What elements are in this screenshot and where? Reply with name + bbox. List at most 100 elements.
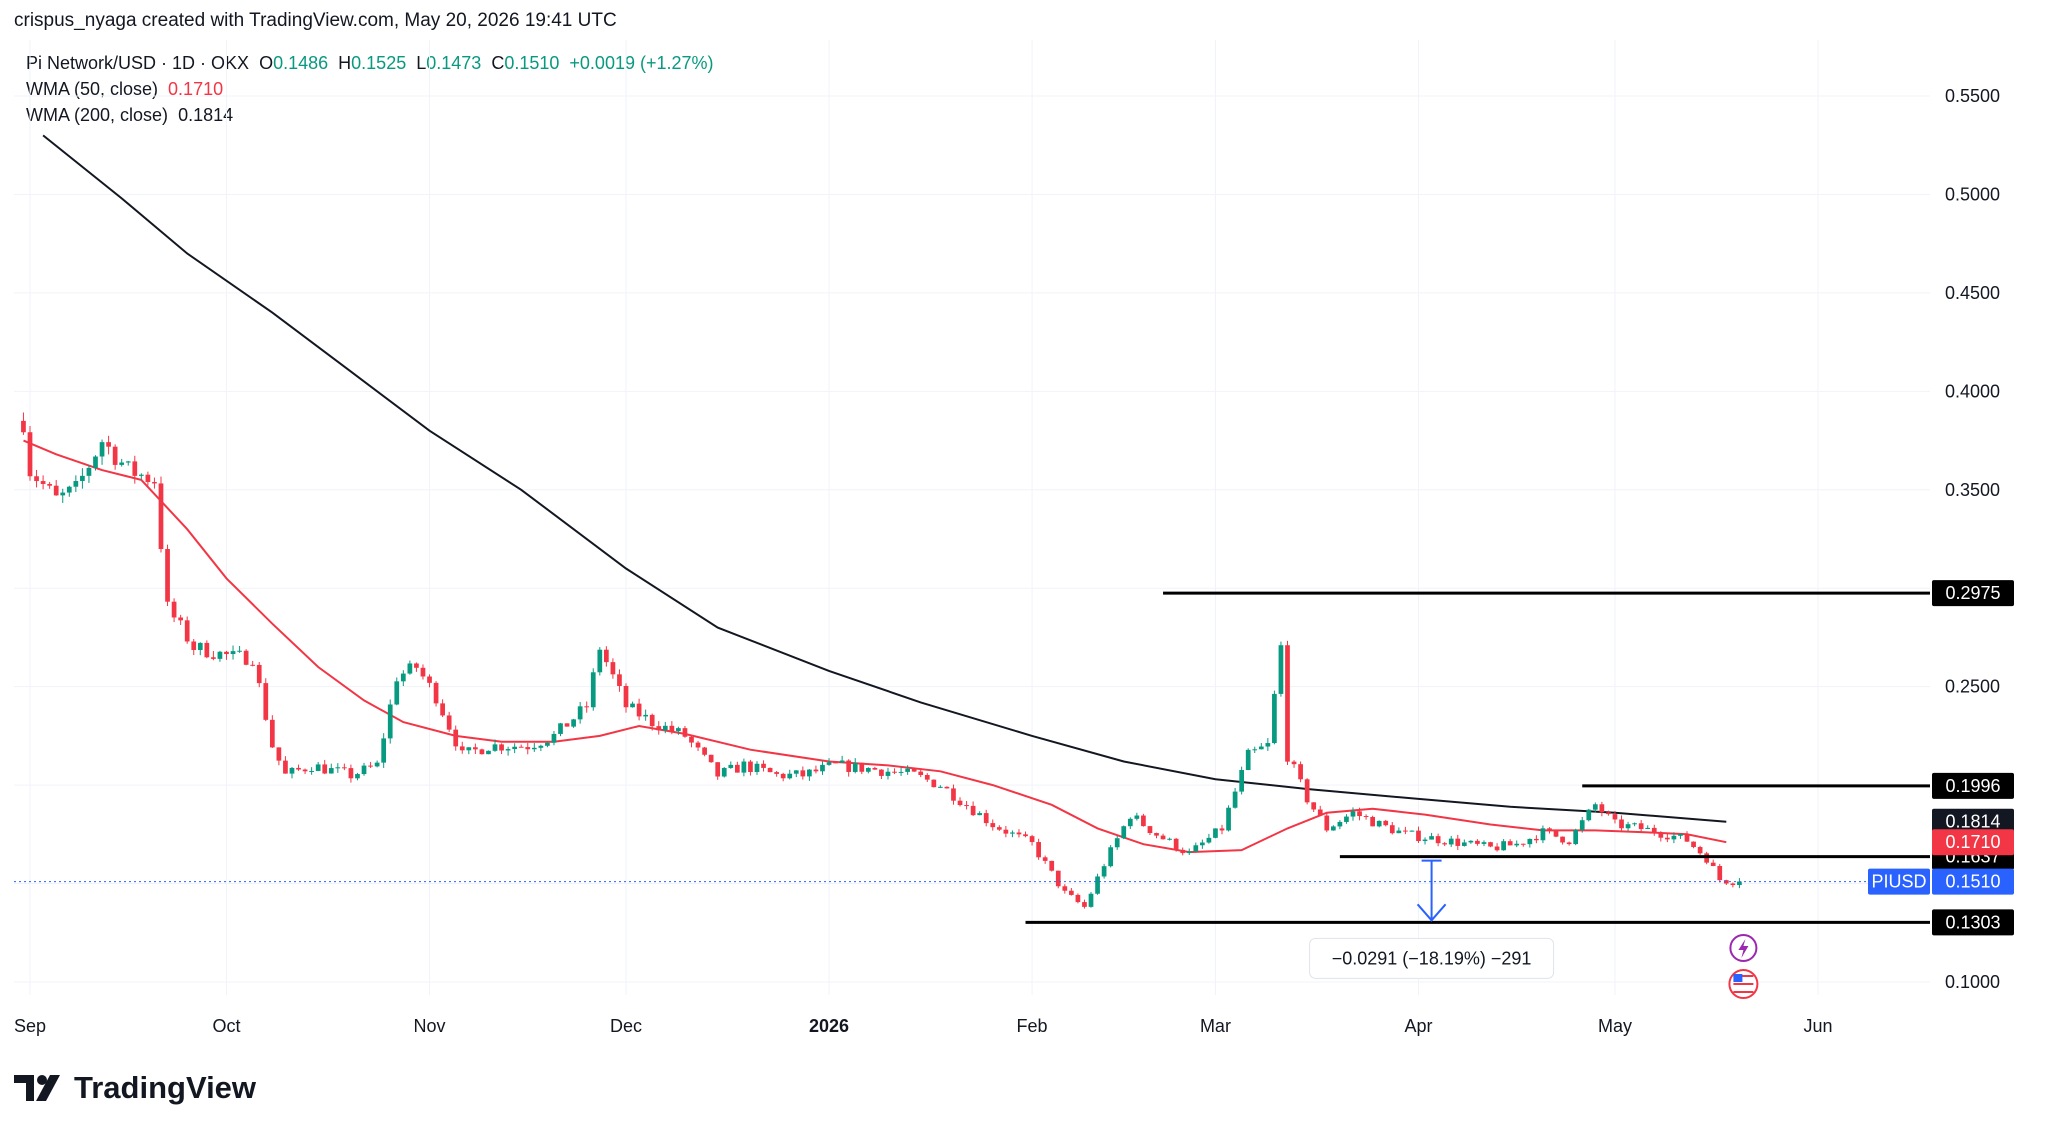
candle-body [957, 800, 963, 806]
candle-body [328, 768, 334, 774]
candle-body [466, 747, 472, 751]
candle-body [761, 763, 766, 768]
candle-body [1723, 880, 1729, 884]
candle-body [165, 549, 170, 602]
tradingview-brand[interactable]: TradingView [14, 1070, 256, 1106]
candle-body [780, 773, 786, 779]
flag-icon-canton [1733, 974, 1743, 982]
candle-body [1350, 811, 1356, 817]
candle-body [414, 663, 419, 668]
legend-wma200-row[interactable]: WMA (200, close) 0.1814 [26, 102, 714, 128]
candle-body [1697, 847, 1703, 854]
candle-body [603, 649, 609, 663]
candle-body [1592, 804, 1598, 810]
candle-body [983, 813, 989, 824]
candle-body [453, 729, 459, 747]
candle-body [1586, 809, 1592, 821]
candle-body [1239, 770, 1245, 792]
candle-body [1101, 866, 1107, 877]
candle-body [132, 461, 138, 476]
candle-body [793, 770, 799, 774]
candle-body [1370, 816, 1375, 827]
candle-body [1619, 819, 1624, 829]
candle-body [1383, 820, 1389, 826]
candle-body [1684, 834, 1690, 842]
candle-body [93, 456, 98, 468]
candle-body [649, 714, 655, 727]
legend-wma50-row[interactable]: WMA (50, close) 0.1710 [26, 76, 714, 102]
candle-body [1010, 832, 1015, 834]
candle-body [1186, 851, 1192, 854]
candle-body [1730, 883, 1736, 885]
candle-body [689, 736, 694, 743]
candle-body [250, 664, 256, 666]
candle-body [787, 773, 793, 779]
candle-body [361, 765, 367, 775]
candle-body [617, 674, 622, 686]
candle-body [800, 770, 806, 777]
candles-layer [21, 412, 1742, 909]
candle-body [558, 723, 563, 734]
candle-body [211, 657, 216, 659]
candle-body [820, 764, 825, 772]
measure-arrow-head [1416, 903, 1447, 922]
candle-body [571, 719, 576, 727]
candle-body [1042, 857, 1048, 861]
candle-body [892, 771, 897, 773]
legend-symbol-row: Pi Network/USD · 1D · OKX O0.1486 H0.152… [26, 50, 714, 76]
candle-body [1691, 841, 1696, 848]
candle-body [1114, 838, 1120, 848]
candle-body [1049, 860, 1055, 871]
candle-body [1678, 834, 1683, 836]
candle-body [1272, 693, 1277, 744]
candle-body [499, 744, 504, 751]
candle-body [178, 617, 183, 621]
hline-tag-text: 0.1996 [1945, 776, 2000, 796]
candle-body [1448, 838, 1454, 845]
candle-body [551, 733, 557, 743]
candle-body [590, 672, 596, 708]
candle-body [1298, 764, 1303, 780]
high-label: H [338, 53, 352, 73]
candle-body [1258, 746, 1264, 750]
measure-label-text: −0.0291 (−18.19%) −291 [1332, 948, 1532, 968]
candle-body [1638, 823, 1644, 830]
candle-body [1429, 836, 1434, 840]
candle-body [400, 673, 406, 682]
candle-body [656, 726, 662, 731]
candle-body [1291, 761, 1297, 765]
y-tick-label: 0.4000 [1945, 381, 2000, 401]
candle-body [1121, 826, 1127, 839]
candle-body [1029, 836, 1035, 843]
symbol-title[interactable]: Pi Network/USD · 1D · OKX [26, 53, 250, 73]
candle-body [1527, 838, 1533, 845]
candle-body [1435, 836, 1441, 844]
candle-body [1553, 830, 1559, 837]
candle-body [1710, 862, 1716, 866]
candle-body [322, 764, 328, 774]
candle-body [1088, 893, 1094, 907]
candle-body [256, 664, 262, 684]
candle-body [1003, 829, 1009, 834]
candle-body [1180, 849, 1186, 854]
candle-body [839, 760, 845, 763]
candle-body [237, 650, 242, 652]
candle-body [40, 481, 46, 484]
price-tag-text: 0.1814 [1945, 812, 2000, 832]
price-chart[interactable]: −0.0291 (−18.19%) −291 Sep Oct Nov Dec 2026 F… [0, 0, 2048, 1050]
y-tick-label: 0.3500 [1945, 480, 2000, 500]
candle-body [1501, 841, 1506, 851]
candle-body [826, 762, 832, 765]
candle-body [1363, 816, 1369, 818]
candle-body [748, 761, 753, 772]
candle-body [518, 746, 524, 748]
candle-body [682, 728, 688, 737]
candle-body [1317, 809, 1323, 816]
candle-body [138, 474, 144, 476]
candle-body [1154, 833, 1159, 836]
candle-body [1396, 830, 1402, 834]
candle-body [66, 486, 72, 493]
x-tick-label: Oct [212, 1016, 240, 1036]
candle-body [302, 769, 308, 772]
candle-body [119, 462, 125, 465]
